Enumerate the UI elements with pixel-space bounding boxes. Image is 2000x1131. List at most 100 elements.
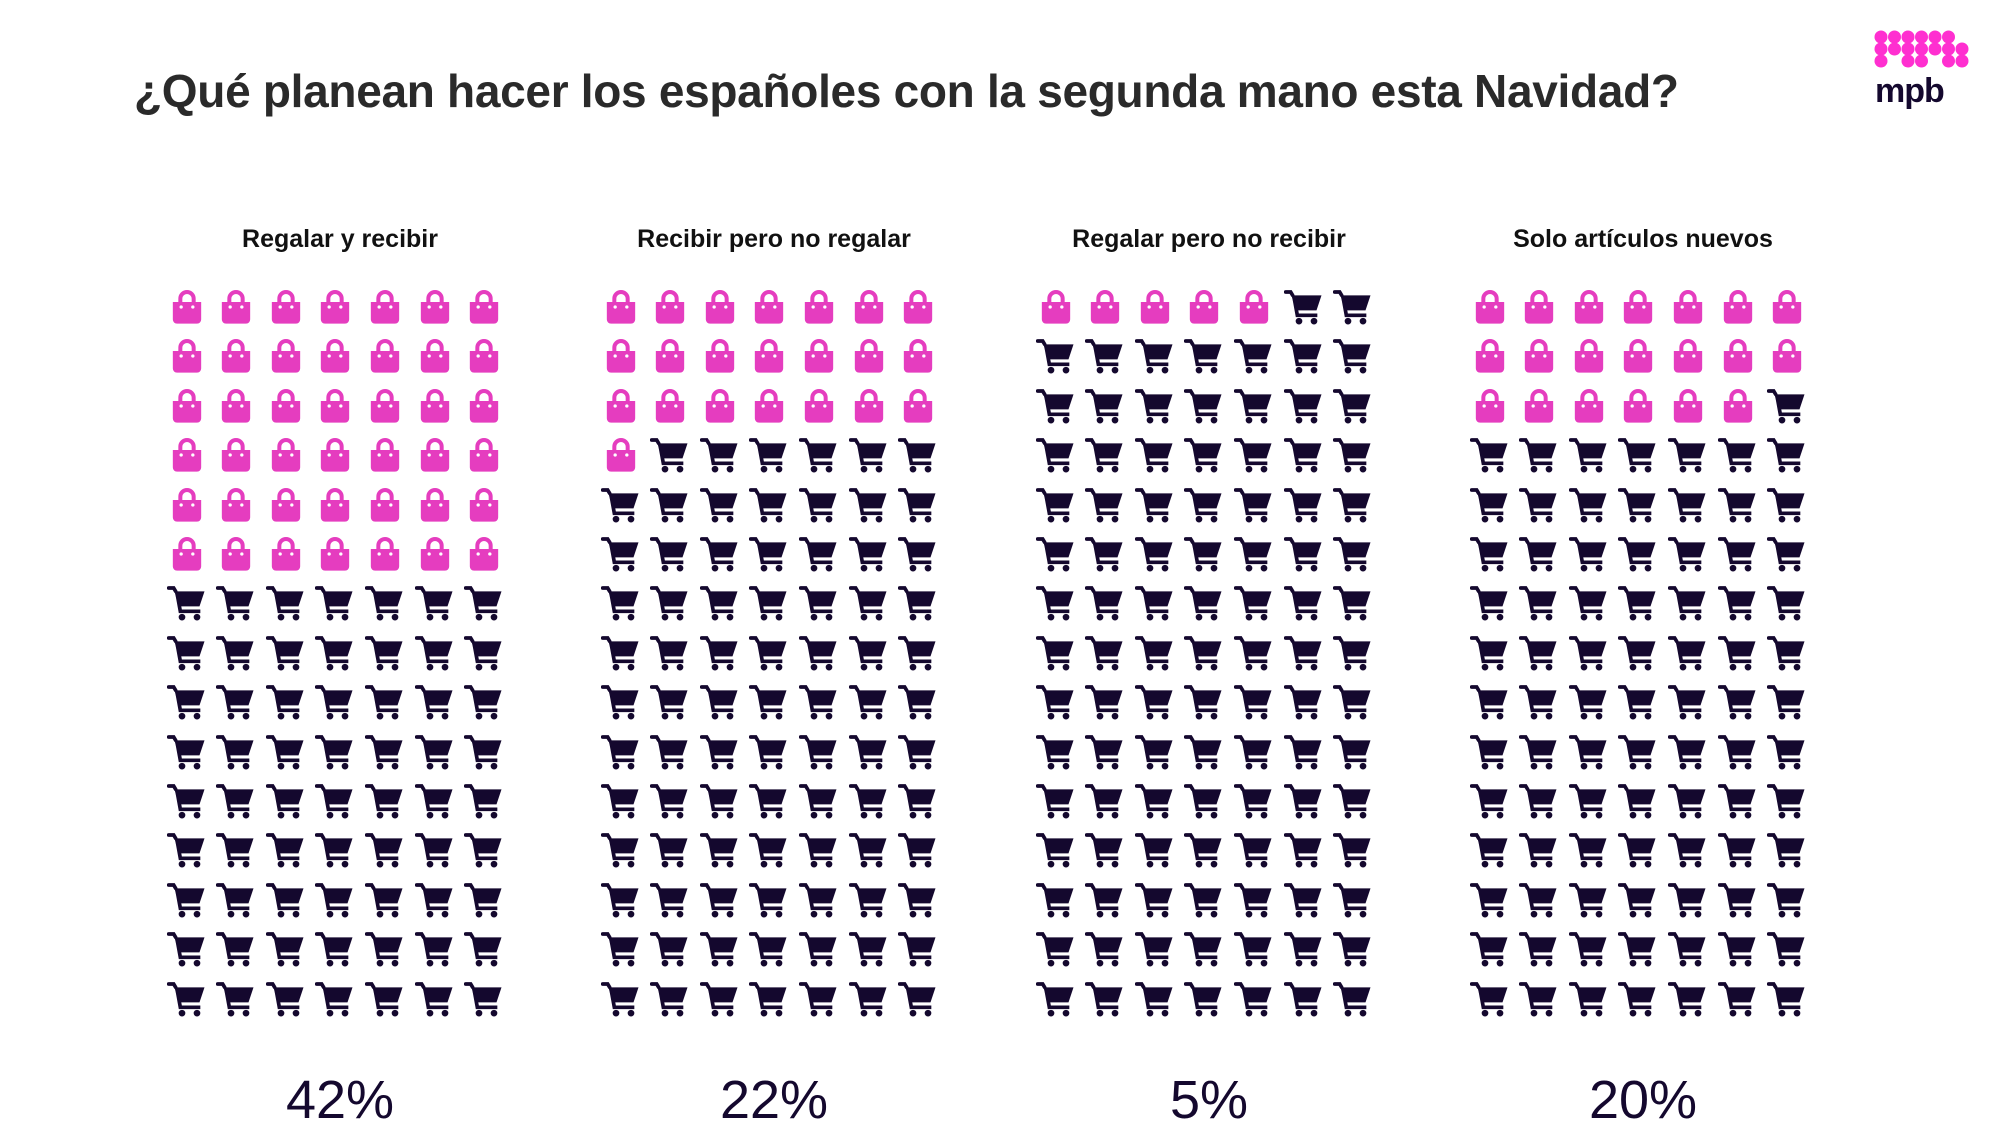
shopping-cart-icon <box>1717 583 1758 623</box>
shopping-cart-icon <box>1184 583 1224 623</box>
shopping-cart-icon <box>649 435 690 475</box>
shopping-bag-icon <box>464 386 504 426</box>
shopping-bag-icon <box>898 287 938 327</box>
shopping-cart-icon <box>749 633 789 673</box>
shopping-cart-icon <box>1283 682 1324 722</box>
shopping-cart-icon <box>414 929 455 969</box>
shopping-cart-icon <box>1766 583 1807 623</box>
shopping-cart-icon <box>798 583 839 623</box>
shopping-cart-icon <box>166 732 207 772</box>
shopping-cart-icon <box>749 781 789 821</box>
shopping-cart-icon <box>1766 534 1807 574</box>
shopping-cart-icon <box>649 682 690 722</box>
shopping-cart-icon <box>1084 732 1125 772</box>
shopping-bag-icon <box>167 485 207 525</box>
shopping-cart-icon <box>215 682 256 722</box>
shopping-cart-icon <box>1084 781 1125 821</box>
shopping-cart-icon <box>463 830 504 870</box>
shopping-cart-icon <box>798 435 839 475</box>
shopping-bag-icon <box>601 386 641 426</box>
shopping-cart-icon <box>798 732 839 772</box>
pictogram-panel: Regalar y recibir 42% <box>150 225 530 1131</box>
shopping-bag-icon <box>749 336 789 376</box>
shopping-cart-icon <box>1469 880 1510 920</box>
shopping-cart-icon <box>1667 435 1708 475</box>
shopping-cart-icon <box>1283 633 1324 673</box>
shopping-cart-icon <box>1184 929 1224 969</box>
shopping-cart-icon <box>1518 880 1559 920</box>
logo-dot <box>1942 42 1955 56</box>
shopping-cart-icon <box>1717 534 1758 574</box>
shopping-cart-icon <box>315 682 355 722</box>
shopping-cart-icon <box>1469 583 1510 623</box>
shopping-cart-icon <box>463 732 504 772</box>
shopping-bag-icon <box>749 386 789 426</box>
logo-dot <box>1942 30 1955 44</box>
shopping-cart-icon <box>364 880 405 920</box>
shopping-cart-icon <box>1717 732 1758 772</box>
shopping-bag-icon <box>1569 287 1609 327</box>
shopping-cart-icon <box>1134 929 1175 969</box>
shopping-bag-icon <box>216 386 256 426</box>
shopping-cart-icon <box>364 979 405 1019</box>
shopping-cart-icon <box>600 583 641 623</box>
shopping-cart-icon <box>265 830 306 870</box>
shopping-cart-icon <box>1184 386 1224 426</box>
shopping-cart-icon <box>166 929 207 969</box>
shopping-cart-icon <box>1518 929 1559 969</box>
shopping-bag-icon <box>167 534 207 574</box>
shopping-cart-icon <box>1332 781 1373 821</box>
shopping-cart-icon <box>848 979 889 1019</box>
shopping-cart-icon <box>848 435 889 475</box>
shopping-cart-icon <box>414 682 455 722</box>
shopping-cart-icon <box>166 880 207 920</box>
shopping-cart-icon <box>1332 534 1373 574</box>
shopping-bag-icon <box>415 485 455 525</box>
shopping-cart-icon <box>1717 682 1758 722</box>
shopping-cart-icon <box>1667 830 1708 870</box>
shopping-cart-icon <box>1084 979 1125 1019</box>
shopping-cart-icon <box>798 929 839 969</box>
shopping-bag-icon <box>749 287 789 327</box>
shopping-cart-icon <box>897 732 938 772</box>
shopping-cart-icon <box>1518 781 1559 821</box>
shopping-cart-icon <box>1134 534 1175 574</box>
shopping-cart-icon <box>600 732 641 772</box>
shopping-cart-icon <box>848 534 889 574</box>
shopping-cart-icon <box>1518 633 1559 673</box>
shopping-cart-icon <box>1184 534 1224 574</box>
shopping-cart-icon <box>364 633 405 673</box>
shopping-cart-icon <box>1469 485 1510 525</box>
icon-grid <box>1035 287 1383 1029</box>
shopping-bag-icon <box>266 287 306 327</box>
shopping-cart-icon <box>1233 830 1274 870</box>
shopping-cart-icon <box>1717 435 1758 475</box>
shopping-bag-icon <box>1668 287 1708 327</box>
shopping-bag-icon <box>216 435 256 475</box>
shopping-cart-icon <box>1766 880 1807 920</box>
shopping-cart-icon <box>1332 979 1373 1019</box>
shopping-cart-icon <box>1717 633 1758 673</box>
percentage-label: 20% <box>1588 1070 1698 1130</box>
shopping-cart-icon <box>1233 781 1274 821</box>
shopping-cart-icon <box>600 534 641 574</box>
shopping-bag-icon <box>1470 287 1510 327</box>
icon-grid <box>166 287 514 1029</box>
shopping-cart-icon <box>1035 583 1076 623</box>
shopping-bag-icon <box>464 534 504 574</box>
shopping-bag-icon <box>1234 287 1274 327</box>
logo-dot <box>1888 42 1901 56</box>
category-label: Regalar pero no recibir <box>1072 225 1346 253</box>
shopping-cart-icon <box>215 781 256 821</box>
shopping-cart-icon <box>1134 830 1175 870</box>
shopping-bag-icon <box>1718 386 1758 426</box>
percentage-label: 42% <box>285 1070 395 1130</box>
shopping-cart-icon <box>1618 583 1658 623</box>
shopping-cart-icon <box>1667 880 1708 920</box>
shopping-cart-icon <box>364 583 405 623</box>
shopping-cart-icon <box>1134 880 1175 920</box>
shopping-cart-icon <box>1134 435 1175 475</box>
shopping-bag-icon <box>601 336 641 376</box>
shopping-cart-icon <box>1084 583 1125 623</box>
shopping-cart-icon <box>463 781 504 821</box>
